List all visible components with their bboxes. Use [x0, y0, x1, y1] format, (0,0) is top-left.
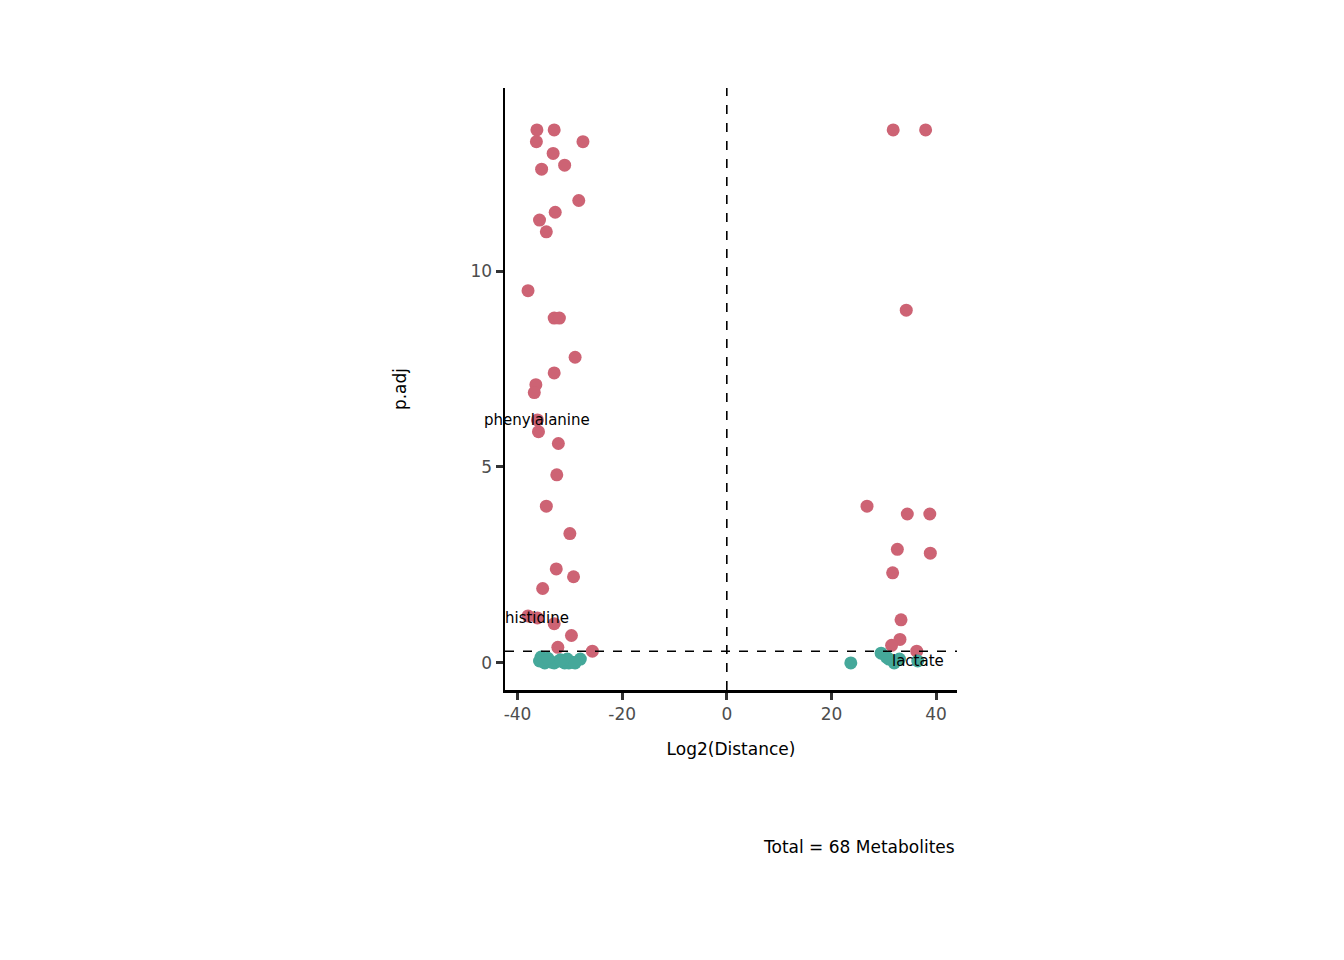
svg-text:-20: -20: [608, 704, 636, 724]
svg-text:Log2(Distance): Log2(Distance): [667, 739, 796, 759]
svg-text:0: 0: [481, 653, 492, 673]
svg-text:Total = 68 Metabolites: Total = 68 Metabolites: [763, 837, 955, 857]
svg-text:5: 5: [481, 457, 492, 477]
svg-text:20: 20: [821, 704, 843, 724]
svg-text:histidine: histidine: [505, 609, 569, 627]
svg-text:phenylalanine: phenylalanine: [484, 411, 590, 429]
svg-text:0: 0: [721, 704, 732, 724]
svg-text:-40: -40: [504, 704, 532, 724]
svg-text:40: 40: [925, 704, 947, 724]
svg-text:10: 10: [470, 261, 492, 281]
svg-text:p.adj: p.adj: [390, 368, 410, 410]
svg-text:lactate: lactate: [892, 652, 944, 670]
